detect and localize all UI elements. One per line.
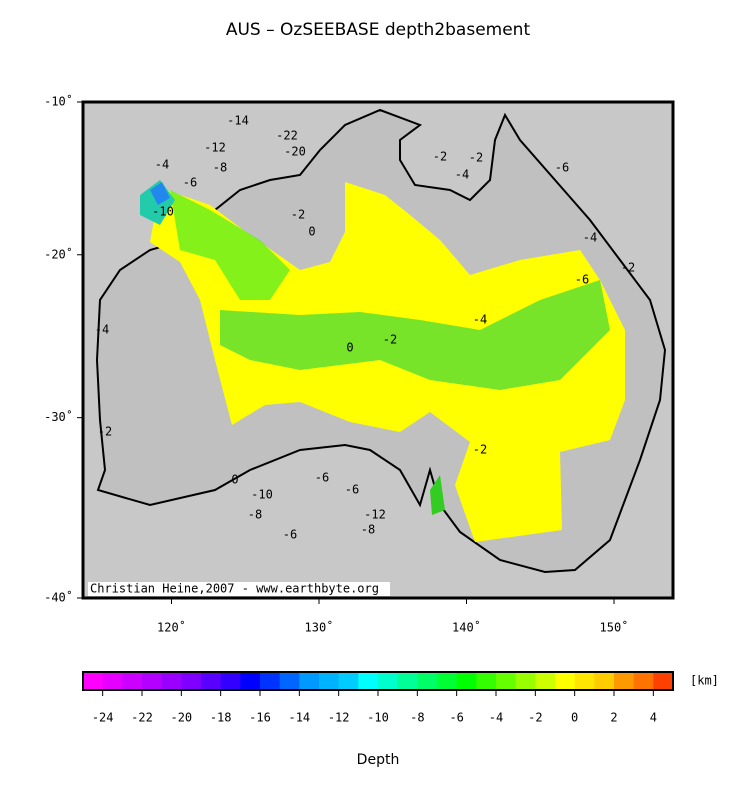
- y-tick-label: -20˚: [44, 246, 73, 261]
- colorbar-segment: [476, 672, 497, 690]
- colorbar-segment: [496, 672, 517, 690]
- contour-label: -6: [315, 471, 329, 485]
- contour-label: -4: [455, 168, 469, 182]
- basin-green: [430, 475, 445, 515]
- map-frame: [81, 100, 675, 600]
- x-tick-label: 150˚: [600, 620, 629, 635]
- basin-blue: [150, 182, 170, 205]
- contour-label: -2: [473, 443, 487, 457]
- contour-label: -6: [283, 528, 297, 542]
- contour-label: -10: [251, 488, 273, 502]
- colorbar-segment: [279, 672, 300, 690]
- x-tick-label: 140˚: [452, 620, 481, 635]
- colorbar-tick-label: -2: [528, 711, 542, 725]
- colorbar-tick-label: 0: [571, 711, 578, 725]
- contour-label: -2: [291, 208, 305, 222]
- colorbar-tick-label: -12: [328, 711, 350, 725]
- contour-label: -4: [583, 231, 597, 245]
- contour-label: -4: [473, 313, 487, 327]
- title: AUS – OzSEEBASE depth2basement: [226, 20, 531, 40]
- contour-label: 0: [346, 341, 353, 355]
- colorbar-tick-label: -24: [92, 711, 114, 725]
- colorbar-tick-label: 4: [650, 711, 657, 725]
- contour-label: -2: [433, 150, 447, 164]
- colorbar-segment: [83, 672, 104, 690]
- colorbar-tick-label: -20: [170, 711, 192, 725]
- colorbar-segment: [181, 672, 202, 690]
- contour-label: -4: [155, 158, 169, 172]
- colorbar-tick-label: -4: [489, 711, 503, 725]
- colorbar-segment: [594, 672, 615, 690]
- x-tick-label: 120˚: [157, 620, 186, 635]
- colorbar-segment: [515, 672, 536, 690]
- colorbar-segment: [338, 672, 359, 690]
- colorbar-segment: [240, 672, 261, 690]
- basin-green: [220, 280, 610, 390]
- colorbar-tick-label: -8: [410, 711, 424, 725]
- colorbar-tick-label: -18: [210, 711, 232, 725]
- colorbar-segment: [397, 672, 418, 690]
- colorbar-segment: [456, 672, 477, 690]
- colorbar-segment: [633, 672, 654, 690]
- contour-label: -14: [227, 114, 249, 128]
- x-tick-label: 130˚: [305, 620, 334, 635]
- contour-label: -8: [248, 508, 262, 522]
- colorbar-tick-label: 2: [610, 711, 617, 725]
- colorbar-tick-label: -16: [249, 711, 271, 725]
- colorbar-segment: [122, 672, 143, 690]
- contour-label: -22: [276, 129, 298, 143]
- colorbar-tick-label: -14: [288, 711, 310, 725]
- colorbar-segment: [358, 672, 379, 690]
- colorbar-segment: [614, 672, 635, 690]
- colorbar-segment: [417, 672, 438, 690]
- y-tick-label: -30˚: [44, 409, 73, 424]
- colorbar-segment: [437, 672, 458, 690]
- colorbar-segment: [378, 672, 399, 690]
- colorbar-label: Depth: [357, 752, 400, 768]
- colorbar-segment: [201, 672, 222, 690]
- colorbar-segment: [220, 672, 241, 690]
- contour-label: -20: [284, 145, 306, 159]
- contour-label: 0: [231, 473, 238, 487]
- contour-label: -6: [345, 483, 359, 497]
- y-tick-label: -40˚: [44, 590, 73, 605]
- contour-label: -2: [98, 425, 112, 439]
- colorbar-segment: [555, 672, 576, 690]
- contour-label: 0: [308, 225, 315, 239]
- basin-green: [170, 190, 290, 300]
- colorbar-segment: [319, 672, 340, 690]
- contour-label: -8: [361, 523, 375, 537]
- contour-label: -2: [383, 333, 397, 347]
- contour-label: -6: [555, 161, 569, 175]
- colorbar-unit: [km]: [690, 674, 719, 688]
- colorbar-tick-label: -22: [131, 711, 153, 725]
- contour-label: -12: [204, 141, 226, 155]
- colorbar-segment: [142, 672, 163, 690]
- contour-label: -2: [469, 151, 483, 165]
- colorbar-segment: [260, 672, 281, 690]
- contour-label: -4: [95, 323, 109, 337]
- contour-label: -10: [152, 205, 174, 219]
- y-tick-label: -10˚: [44, 94, 73, 109]
- credit-box: [88, 582, 390, 596]
- colorbar-segment: [299, 672, 320, 690]
- colorbar-tick-label: -10: [367, 711, 389, 725]
- contour-label: -6: [183, 176, 197, 190]
- colorbar-segment: [653, 672, 674, 690]
- colorbar-tick-label: -6: [449, 711, 463, 725]
- contour-label: -12: [364, 508, 386, 522]
- colorbar-segment: [102, 672, 123, 690]
- contour-label: -6: [575, 273, 589, 287]
- colorbar-segment: [574, 672, 595, 690]
- colorbar-segment: [535, 672, 556, 690]
- contour-label: -8: [213, 161, 227, 175]
- contour-label: -2: [621, 261, 635, 275]
- credit: Christian Heine,2007 - www.earthbyte.org: [90, 582, 379, 596]
- colorbar-segment: [161, 672, 182, 690]
